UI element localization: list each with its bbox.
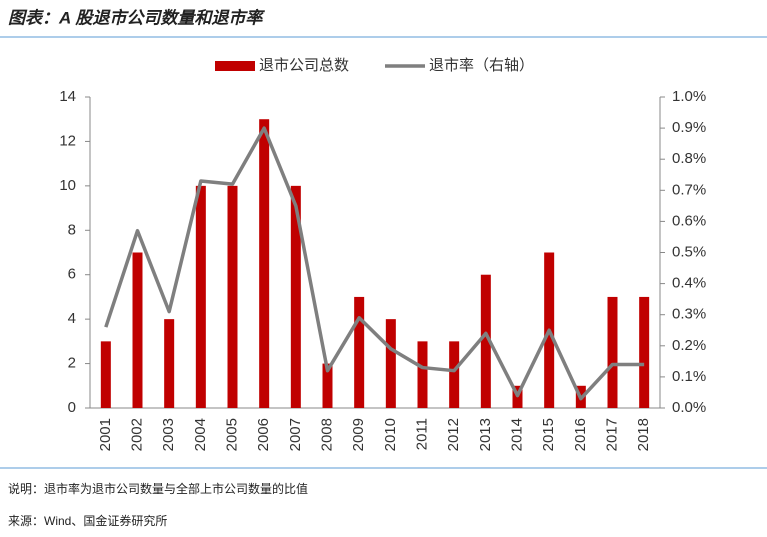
y2-tick-label: 0.1% [672,368,706,385]
y2-tick-label: 0.7% [672,181,706,198]
y-tick-label: 6 [68,266,76,283]
line [104,126,645,401]
y2-tick-label: 0.2% [672,337,706,354]
y-tick-label: 8 [68,221,76,238]
y-tick-label: 14 [59,88,76,105]
x-tick-label: 2016 [572,418,589,451]
bar [417,341,428,408]
bar [132,252,143,408]
y2-tick-label: 0.3% [672,306,706,323]
bar [195,185,206,408]
x-tick-label: 2017 [603,418,620,451]
y-tick-label: 4 [68,310,76,327]
x-tick-label: 2009 [350,418,367,451]
x-tick-label: 2001 [97,418,114,451]
y2-tick-label: 0.6% [672,212,706,229]
x-tick-label: 2007 [287,418,304,451]
y-tick-label: 2 [68,355,76,372]
y2-tick-label: 0.5% [672,243,706,260]
y2-tick-label: 0.8% [672,150,706,167]
bar [290,185,301,408]
chart-title: 图表：A 股退市公司数量和退市率 [8,8,265,27]
bar [164,319,175,408]
x-tick-label: 2008 [318,418,335,451]
bar [322,363,333,408]
bar [449,341,460,408]
x-tick-label: 2012 [445,418,462,451]
bar [385,319,396,408]
y2-tick-label: 0.9% [672,119,706,136]
x-tick-label: 2015 [540,418,557,451]
note: 说明：退市率为退市公司数量与全部上市公司数量的比值 [8,481,308,496]
y2-tick-label: 0.0% [672,399,706,416]
x-tick-label: 2018 [635,418,652,451]
x-tick-label: 2002 [128,418,145,451]
x-tick-label: 2013 [477,418,494,451]
bar [354,296,365,408]
bar [259,119,270,408]
x-tick-label: 2006 [255,418,272,451]
legend-swatch [215,61,255,71]
x-tick-label: 2003 [160,418,177,451]
bar [227,185,238,408]
bar [639,296,650,408]
legend-label: 退市公司总数 [259,57,349,74]
y-tick-label: 0 [68,399,76,416]
legend-label: 退市率（右轴） [429,57,534,74]
x-tick-label: 2005 [223,418,240,451]
x-tick-label: 2010 [382,418,399,451]
y2-tick-label: 1.0% [672,88,706,105]
bar [100,341,111,408]
source: 来源：Wind、国金证券研究所 [8,513,167,528]
y-tick-label: 12 [59,132,76,149]
x-tick-label: 2011 [413,418,430,450]
x-tick-label: 2004 [192,418,209,451]
x-tick-label: 2014 [508,418,525,451]
bar [607,296,618,408]
y2-tick-label: 0.4% [672,275,706,292]
y-tick-label: 10 [59,177,76,194]
bar [480,274,491,408]
